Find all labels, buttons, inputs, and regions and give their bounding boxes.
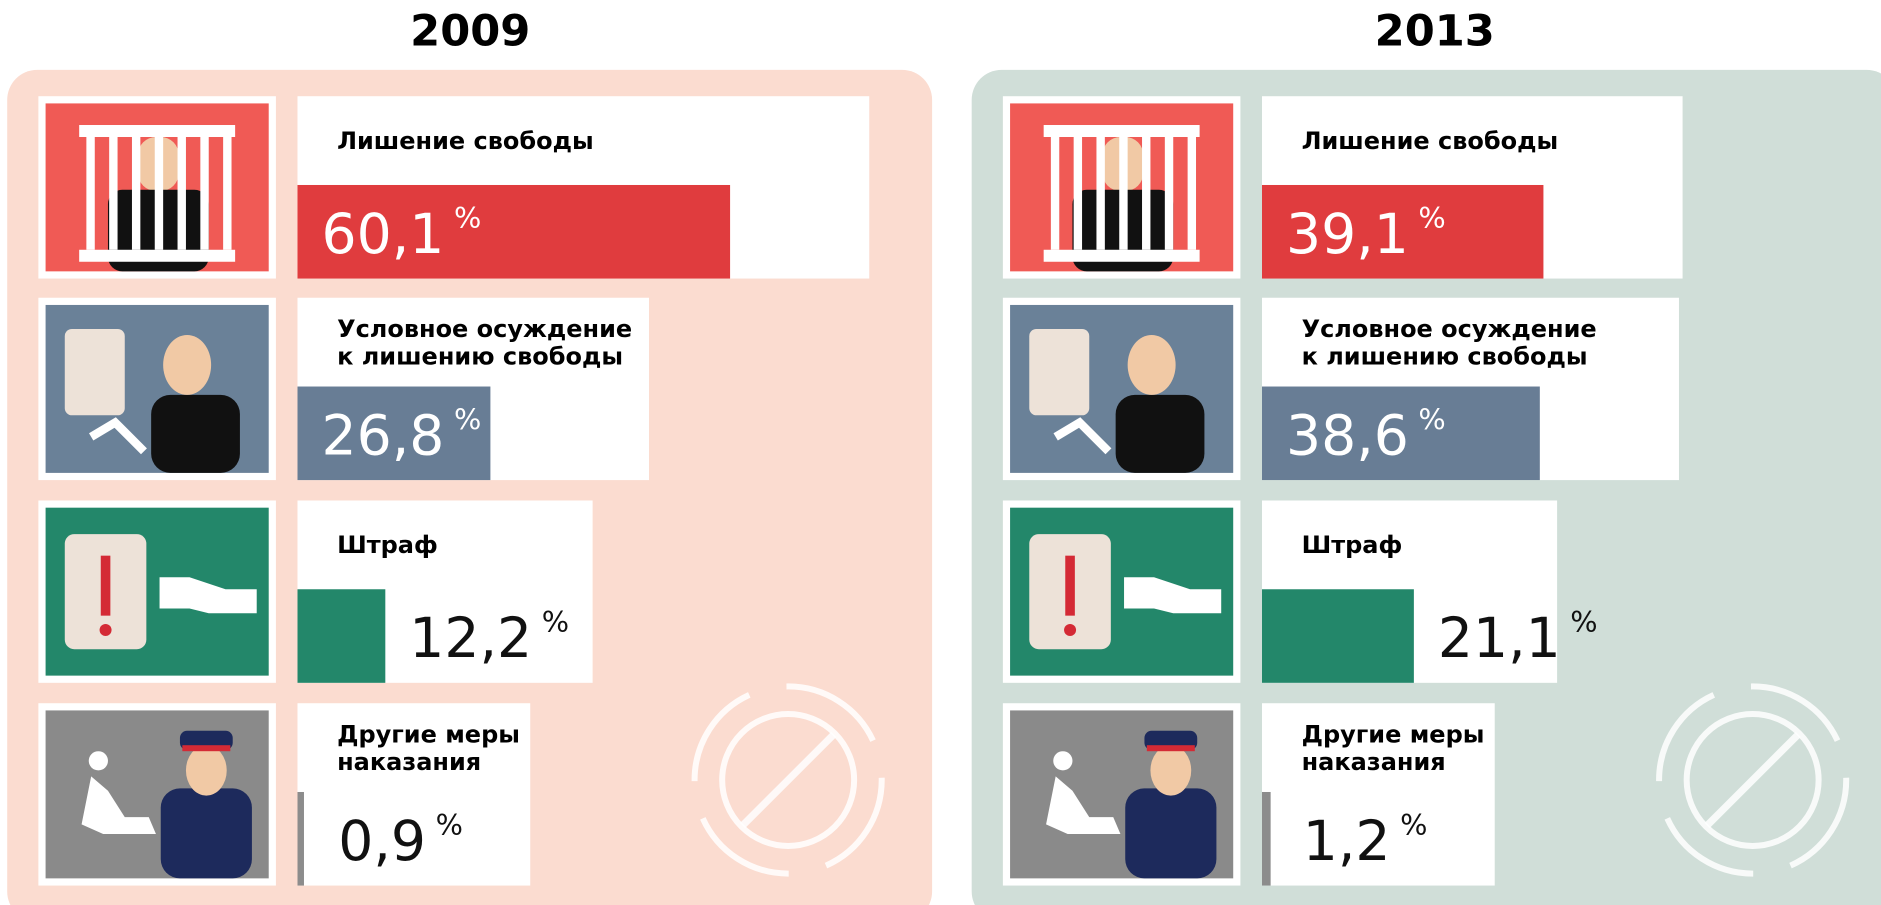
category-label: Штраф bbox=[1302, 531, 1403, 559]
bar bbox=[298, 589, 386, 683]
panel: 2013 Лишение свободы 39,1% Условное осужден… bbox=[972, 6, 1881, 905]
bar bbox=[298, 792, 304, 886]
page: 2009 Лишение свободы 60,1% Условное осужден… bbox=[0, 0, 1881, 905]
icon-worker bbox=[1053, 751, 1072, 770]
unit-label: % bbox=[1418, 402, 1445, 436]
icon-body bbox=[151, 395, 240, 473]
icon-officer bbox=[1125, 788, 1216, 878]
unit-label: % bbox=[1570, 605, 1597, 639]
icon-head bbox=[1128, 335, 1176, 395]
infographic: 2009 Лишение свободы 60,1% Условное осужден… bbox=[0, 0, 1881, 905]
unit-label: % bbox=[454, 402, 481, 436]
icon-bar bbox=[1044, 125, 1200, 137]
icon-bar bbox=[1096, 137, 1104, 250]
icon-head bbox=[186, 745, 227, 795]
icon-bar bbox=[109, 137, 117, 250]
panel-title: 2013 bbox=[1375, 6, 1495, 56]
value-label: 1,2 bbox=[1303, 810, 1391, 874]
icon-bar bbox=[132, 137, 140, 250]
icon-mark bbox=[100, 624, 112, 636]
icon-bar bbox=[86, 137, 94, 250]
icon-bar bbox=[79, 250, 235, 262]
unit-label: % bbox=[1400, 808, 1427, 842]
unit-label: % bbox=[454, 201, 481, 235]
panel: 2009 Лишение свободы 60,1% Условное осужден… bbox=[7, 6, 932, 905]
icon-bar bbox=[200, 137, 208, 250]
value-label: 0,9 bbox=[338, 810, 426, 874]
icon-bar bbox=[1044, 250, 1200, 262]
icon-officer bbox=[161, 788, 252, 878]
value-label: 21,1 bbox=[1438, 607, 1561, 671]
bar bbox=[1262, 792, 1271, 886]
value-label: 12,2 bbox=[409, 607, 532, 671]
panel-title: 2009 bbox=[410, 6, 530, 56]
icon-head bbox=[1150, 745, 1191, 795]
icon-body bbox=[1116, 395, 1205, 473]
icon-mark bbox=[1065, 556, 1075, 616]
icon-bar bbox=[223, 137, 231, 250]
value-label: 38,6 bbox=[1286, 404, 1409, 468]
icon-bar bbox=[178, 137, 186, 250]
icon-bar bbox=[1051, 137, 1059, 250]
icon-bar bbox=[1119, 137, 1127, 250]
icon-mark bbox=[1064, 624, 1076, 636]
category-label: Лишение свободы bbox=[337, 127, 594, 155]
category-label: Лишение свободы bbox=[1302, 127, 1559, 155]
icon-bar bbox=[155, 137, 163, 250]
icon-bar bbox=[1165, 137, 1173, 250]
icon-bar bbox=[1188, 137, 1196, 250]
icon-band bbox=[1147, 745, 1195, 751]
unit-label: % bbox=[542, 605, 569, 639]
value-label: 39,1 bbox=[1286, 203, 1409, 267]
bar bbox=[1262, 589, 1414, 683]
icon-bar bbox=[1074, 137, 1082, 250]
icon-mark bbox=[101, 556, 111, 616]
icon-worker bbox=[89, 751, 108, 770]
category-label: Штраф bbox=[337, 531, 438, 559]
value-label: 26,8 bbox=[321, 404, 444, 468]
unit-label: % bbox=[1418, 201, 1445, 235]
icon-bar bbox=[79, 125, 235, 137]
icon-bar bbox=[1142, 137, 1150, 250]
unit-label: % bbox=[436, 808, 463, 842]
icon-paper bbox=[65, 329, 125, 415]
icon-band bbox=[182, 745, 230, 751]
icon-head bbox=[163, 335, 211, 395]
value-label: 60,1 bbox=[321, 203, 444, 267]
icon-paper bbox=[1029, 329, 1089, 415]
